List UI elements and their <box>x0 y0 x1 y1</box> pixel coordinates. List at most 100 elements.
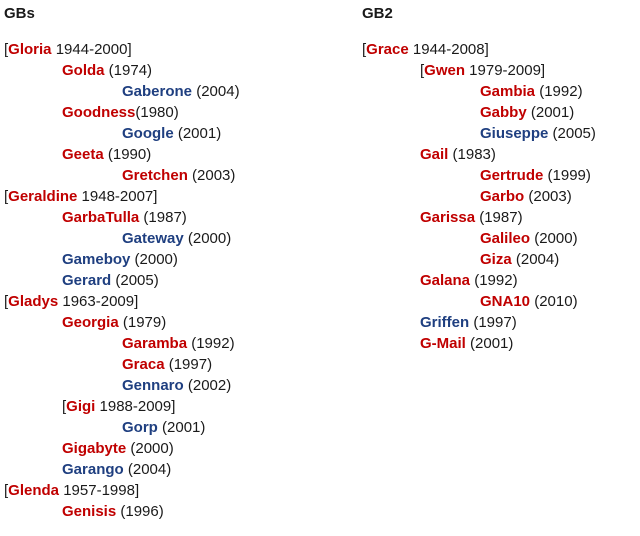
entry-name: Gladys <box>8 293 59 310</box>
entry-detail: (2004) <box>123 461 172 478</box>
entry: Garissa (1987) <box>420 208 523 228</box>
entry: Griffen (1997) <box>420 313 517 333</box>
entry-detail: (2001) <box>157 419 206 436</box>
column-title: GBs <box>4 5 35 22</box>
entry-name: Golda <box>62 62 105 79</box>
entry: Garango (2004) <box>62 460 171 480</box>
entry-name: Garbo <box>480 188 525 205</box>
entry: Gail (1983) <box>420 145 496 165</box>
bracket: [ <box>4 293 9 310</box>
bracket: [ <box>4 482 9 499</box>
bracket: [ <box>4 41 9 58</box>
bracket: ] <box>134 482 140 499</box>
entry-detail: (1979) <box>118 314 167 331</box>
entry-detail: (2005) <box>548 125 596 142</box>
entry: Gertrude (1999) <box>480 166 591 186</box>
entry-detail: 1963-2009 <box>58 293 135 310</box>
entry: Gerard (2005) <box>62 271 159 291</box>
entry-name: Geraldine <box>8 188 78 205</box>
entry: [Grace 1944-2008] <box>362 40 489 60</box>
entry: Giza (2004) <box>480 250 559 270</box>
entry-detail: (2000) <box>183 230 232 247</box>
entry-detail: (1997) <box>164 356 213 373</box>
entry: Gretchen (2003) <box>122 166 235 186</box>
entry-name: GarbaTulla <box>62 209 140 226</box>
entry-detail: (1980) <box>135 104 179 121</box>
entry: Galileo (2000) <box>480 229 578 249</box>
entry-detail: 1948-2007 <box>77 188 154 205</box>
entry-name: Gretchen <box>122 167 188 184</box>
entry-detail: (2000) <box>530 230 578 247</box>
entry-detail: (2000) <box>126 440 174 457</box>
entry: Gateway (2000) <box>122 229 231 249</box>
entry: Gameboy (2000) <box>62 250 178 270</box>
entry: Garbo (2003) <box>480 187 572 207</box>
bracket: ] <box>484 41 489 58</box>
entry-name: Gabby <box>480 104 527 121</box>
entry-name: Graca <box>122 356 165 373</box>
entry-name: Gertrude <box>480 167 544 184</box>
entry: Galana (1992) <box>420 271 518 291</box>
entry-detail: (1992) <box>535 83 583 100</box>
entry-detail: (1992) <box>470 272 518 289</box>
entry: Graca (1997) <box>122 355 212 375</box>
bracket: [ <box>362 41 367 58</box>
entry-name: Gwen <box>424 62 466 79</box>
entry: Giuseppe (2005) <box>480 124 596 144</box>
entry-detail: (1990) <box>103 146 152 163</box>
entry: [Gwen 1979-2009] <box>420 61 545 81</box>
entry: [Glenda 1957-1998] <box>4 481 139 501</box>
entry-name: Geeta <box>62 146 104 163</box>
entry-detail: (2001) <box>465 335 514 352</box>
bracket: ] <box>134 293 139 310</box>
entry: Golda (1974) <box>62 61 152 81</box>
entry-name: Gigabyte <box>62 440 127 457</box>
entry-detail: (2005) <box>111 272 159 289</box>
bracket: [ <box>4 188 9 205</box>
entry-name: GNA10 <box>480 293 531 310</box>
entry-detail: (1992) <box>187 335 235 352</box>
entry-detail: 1988-2009 <box>95 398 172 415</box>
entry: Genisis (1996) <box>62 502 164 522</box>
entry: Geeta (1990) <box>62 145 151 165</box>
bracket: ] <box>171 398 176 415</box>
entry: GNA10 (2010) <box>480 292 578 312</box>
entry-name: Garissa <box>420 209 476 226</box>
entry-detail: (2001) <box>173 125 222 142</box>
entry-detail: (2000) <box>130 251 178 268</box>
entry-detail: 1944-2008 <box>408 41 485 58</box>
entry-name: Gail <box>420 146 449 163</box>
entry-detail: (2004) <box>511 251 560 268</box>
entry: G-Mail (2001) <box>420 334 513 354</box>
entry: [Gloria 1944-2000] <box>4 40 132 60</box>
entry-detail: (2010) <box>530 293 578 310</box>
entry-detail: (2004) <box>192 83 240 100</box>
entry-name: Genisis <box>62 503 117 520</box>
entry-detail: (1987) <box>475 209 523 226</box>
bracket: ] <box>540 62 546 79</box>
entry-name: Griffen <box>420 314 470 331</box>
entry-detail: (1996) <box>116 503 164 520</box>
entry: Goodness(1980) <box>62 103 179 123</box>
entry-detail: 1957-1998 <box>59 482 135 499</box>
entry-name: Garango <box>62 461 124 478</box>
entry-detail: (1987) <box>139 209 187 226</box>
entry-name: Giuseppe <box>480 125 549 142</box>
entry-name: Goodness <box>62 104 136 121</box>
entry-detail: 1944-2000 <box>51 41 128 58</box>
entry-name: Gateway <box>122 230 184 247</box>
entry-name: Gaberone <box>122 83 193 100</box>
entry-detail: (1974) <box>104 62 153 79</box>
entry-name: Gameboy <box>62 251 131 268</box>
entry-name: Giza <box>480 251 512 268</box>
entry-name: Glenda <box>8 482 60 499</box>
entry-detail: 1979-2009 <box>465 62 541 79</box>
entry-name: Gloria <box>8 41 52 58</box>
entry-name: Grace <box>366 41 409 58</box>
entry-name: Gorp <box>122 419 158 436</box>
entry-detail: (2003) <box>187 167 236 184</box>
entry-name: G-Mail <box>420 335 466 352</box>
entry-name: Google <box>122 125 174 142</box>
entry: Gennaro (2002) <box>122 376 231 396</box>
